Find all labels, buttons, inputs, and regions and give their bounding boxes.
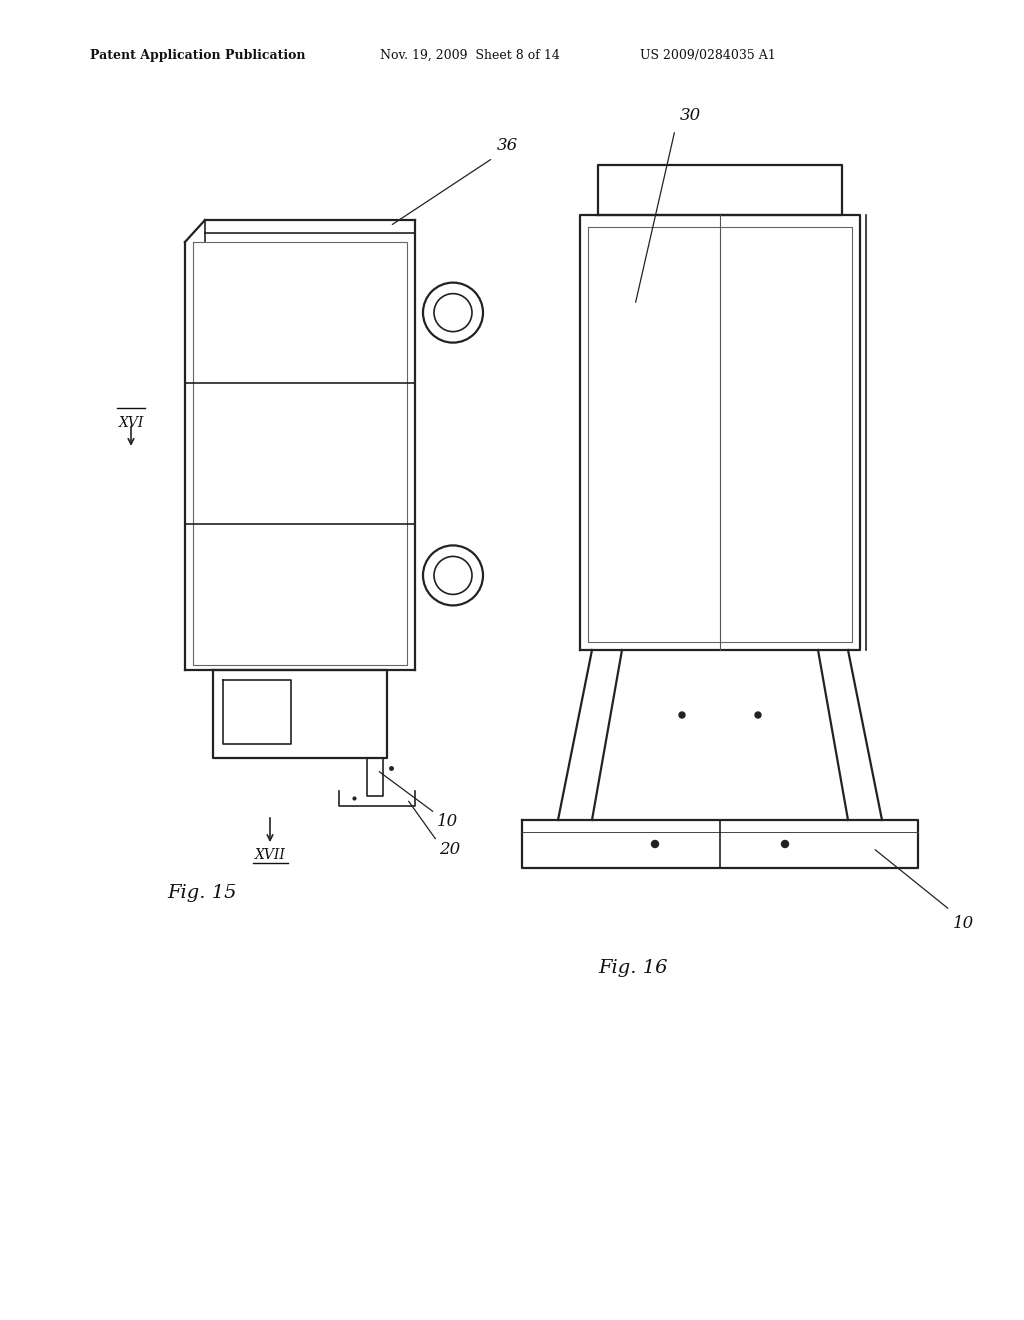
Text: 30: 30 [680, 107, 701, 124]
Circle shape [781, 841, 788, 847]
Text: 20: 20 [439, 842, 460, 858]
Circle shape [755, 711, 761, 718]
Text: 10: 10 [953, 915, 974, 932]
Text: Fig. 16: Fig. 16 [598, 960, 668, 977]
Text: US 2009/0284035 A1: US 2009/0284035 A1 [640, 49, 776, 62]
Text: 36: 36 [497, 136, 518, 153]
Text: Patent Application Publication: Patent Application Publication [90, 49, 305, 62]
Text: Fig. 15: Fig. 15 [167, 884, 237, 902]
Text: 10: 10 [437, 813, 459, 830]
Text: Nov. 19, 2009  Sheet 8 of 14: Nov. 19, 2009 Sheet 8 of 14 [380, 49, 560, 62]
Circle shape [679, 711, 685, 718]
Text: XVI: XVI [119, 416, 144, 430]
Circle shape [651, 841, 658, 847]
Text: XVII: XVII [255, 847, 286, 862]
